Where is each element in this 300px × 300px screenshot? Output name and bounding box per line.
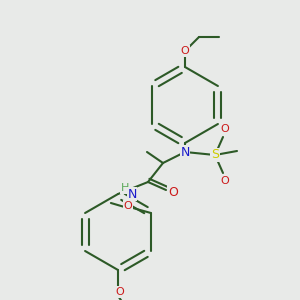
Text: O: O (168, 185, 178, 199)
Text: N: N (127, 188, 137, 200)
Text: H: H (121, 183, 129, 193)
Text: S: S (211, 148, 219, 161)
Text: O: O (220, 124, 230, 134)
Text: N: N (180, 146, 190, 158)
Text: O: O (181, 46, 189, 56)
Text: O: O (116, 287, 124, 297)
Text: O: O (220, 176, 230, 186)
Text: O: O (124, 201, 132, 211)
